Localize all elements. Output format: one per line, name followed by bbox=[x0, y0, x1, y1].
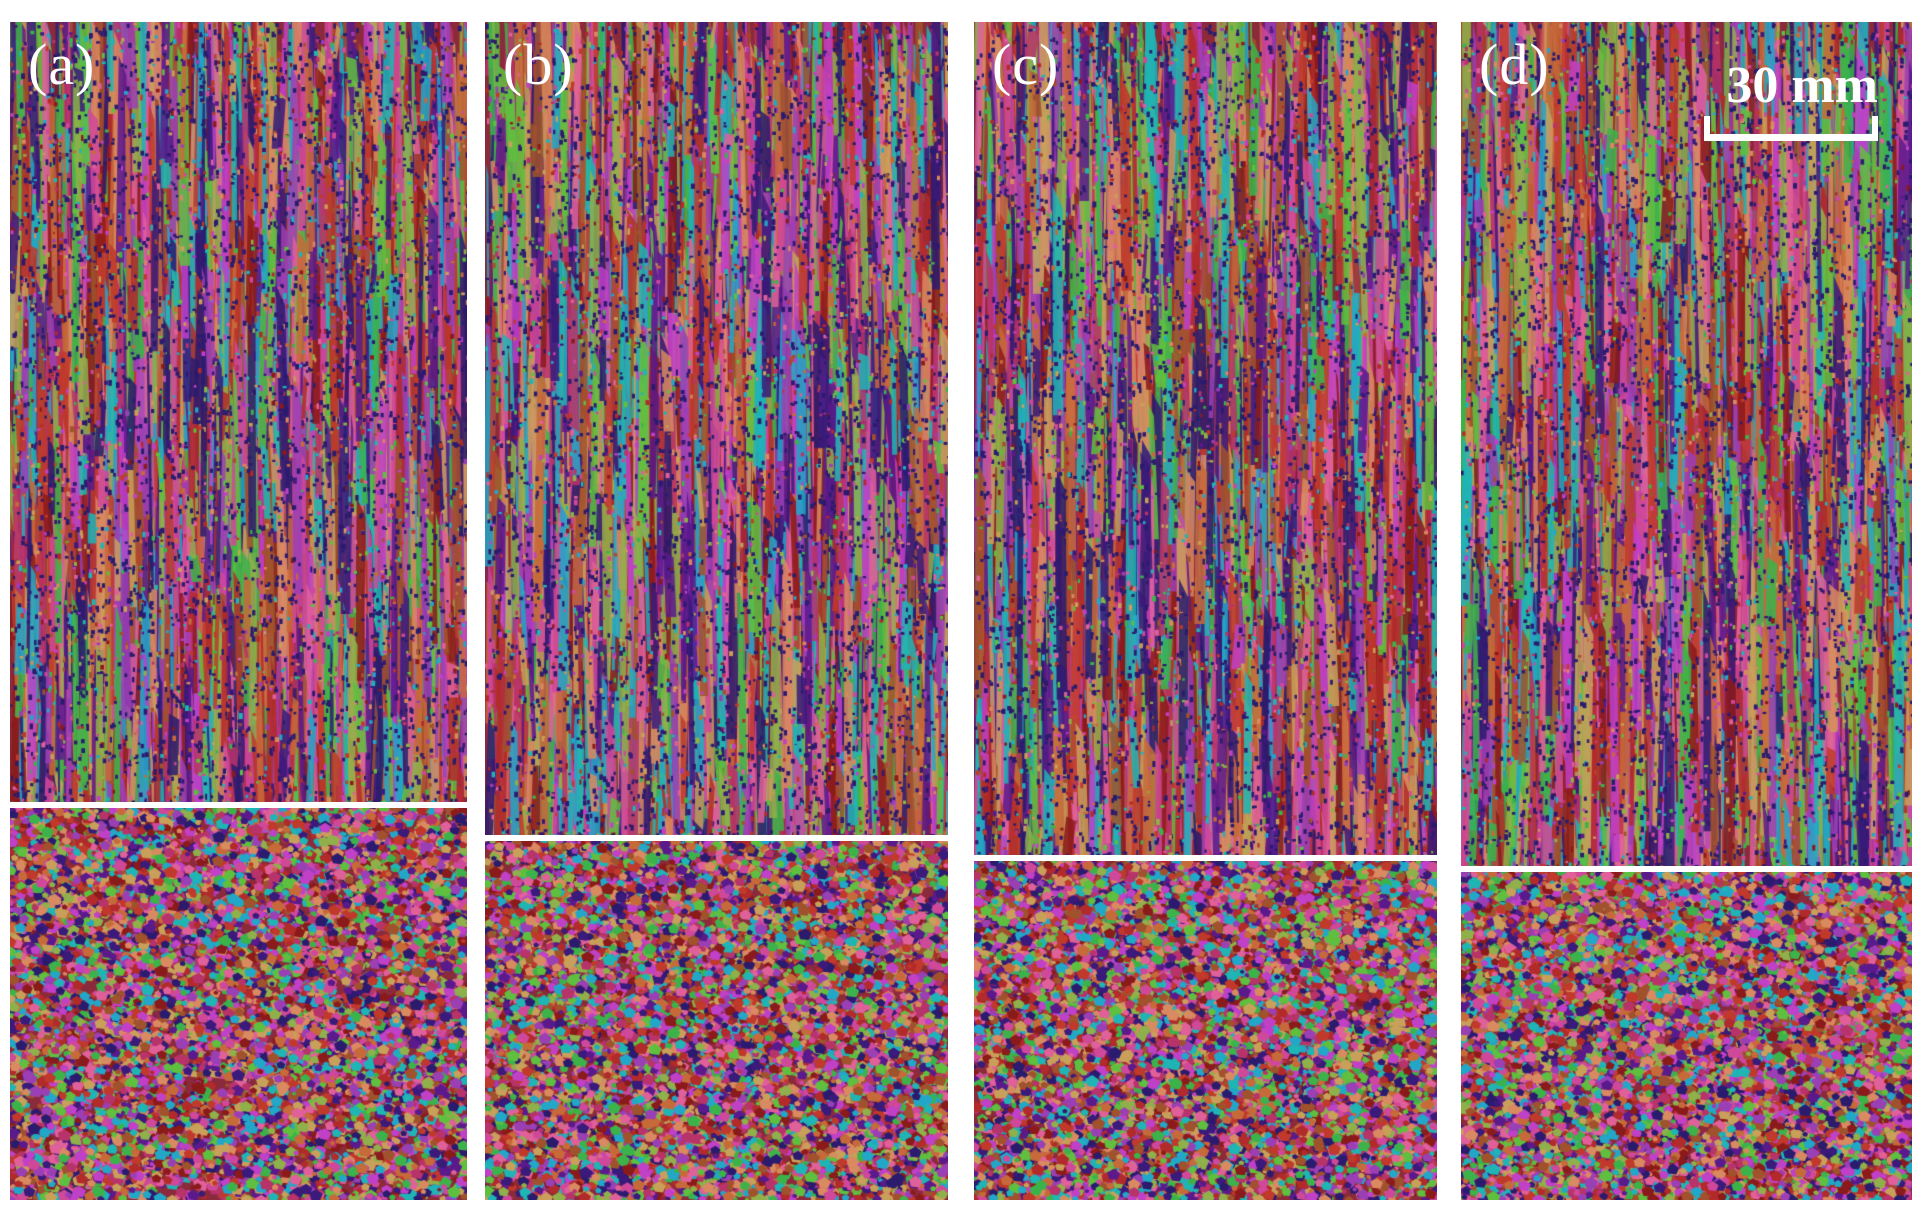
grain-map-b bbox=[485, 22, 948, 1200]
grain-map-a bbox=[10, 22, 467, 1200]
panel-label-b: (b) bbox=[503, 32, 574, 97]
scale-bar-label: 30 mm bbox=[1726, 57, 1878, 114]
panel-label-a: (a) bbox=[28, 32, 96, 97]
panel-a: (a) bbox=[10, 22, 467, 1200]
panel-c: (c) bbox=[974, 22, 1437, 1200]
divider-c bbox=[974, 855, 1437, 861]
grain-map-d bbox=[1461, 22, 1912, 1200]
panel-d: (d) 30 mm bbox=[1461, 22, 1912, 1200]
divider-a bbox=[10, 802, 467, 808]
panel-label-c: (c) bbox=[992, 32, 1060, 97]
panel-b: (b) bbox=[485, 22, 948, 1200]
scale-bar bbox=[1704, 116, 1878, 141]
panel-label-d: (d) bbox=[1479, 32, 1550, 97]
divider-b bbox=[485, 835, 948, 841]
grain-map-c bbox=[974, 22, 1437, 1200]
divider-d bbox=[1461, 866, 1912, 872]
